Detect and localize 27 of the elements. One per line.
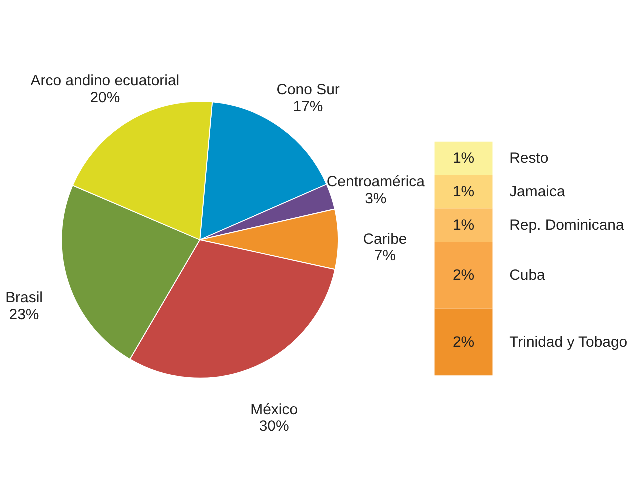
slice-label: Arco andino ecuatorial [30,72,180,90]
series-label: Cuba [510,267,546,284]
slice-label: Brasil [6,290,43,307]
bar [434,208,493,242]
data-label: 2% [452,267,475,284]
bar [434,142,493,176]
data-label: 30% [259,418,290,436]
bar [434,308,493,376]
data-label: 1% [452,216,475,234]
bar [434,242,493,309]
series-label: Rep. Dominicana [510,216,625,234]
data-label: 3% [365,190,387,208]
data-label: 23% [9,306,40,324]
data-label: 20% [90,90,120,107]
data-label: 2% [452,334,475,351]
data-label: 7% [374,248,396,265]
series-label: Resto [510,150,549,168]
bar [434,175,493,209]
data-label: 1% [452,150,475,168]
slice-label: Caribe [363,230,408,248]
slice-label: Centroamérica [326,174,426,191]
series-label: Trinidad y Tobago [510,334,628,351]
data-label: 17% [293,98,324,116]
series-label: Jamaica [510,184,566,201]
data-label: 1% [452,184,475,201]
slice-label: Cono Sur [276,81,340,98]
slice-label: México [250,401,298,418]
